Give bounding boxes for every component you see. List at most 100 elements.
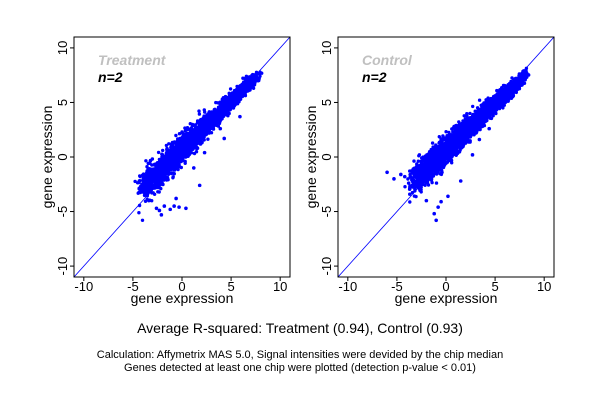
outlier-point <box>158 209 162 213</box>
data-point <box>441 134 444 137</box>
outlier-point <box>155 206 159 210</box>
data-point <box>171 141 174 144</box>
data-point <box>408 200 411 203</box>
data-point <box>137 191 140 194</box>
data-point <box>225 97 228 100</box>
data-point <box>189 122 192 125</box>
data-point <box>199 118 202 121</box>
data-point <box>501 106 504 109</box>
data-point <box>186 128 189 131</box>
data-point <box>155 174 158 177</box>
outlier-point <box>198 184 202 188</box>
data-point <box>247 85 250 88</box>
outlier-point <box>222 137 226 141</box>
data-point <box>144 185 147 188</box>
outlier-point <box>139 185 143 189</box>
data-point <box>173 159 176 162</box>
data-point <box>219 102 222 105</box>
data-point <box>196 147 199 150</box>
data-point <box>244 78 247 81</box>
data-point <box>190 151 193 154</box>
data-point <box>143 192 146 195</box>
data-point <box>147 188 150 191</box>
data-point <box>250 81 253 84</box>
data-point <box>206 138 209 141</box>
data-point <box>209 119 212 122</box>
data-point <box>412 159 415 162</box>
data-point <box>215 124 218 127</box>
data-point <box>417 154 420 157</box>
data-point <box>171 176 174 179</box>
outlier-point <box>177 205 181 209</box>
data-point <box>431 141 434 144</box>
data-point <box>166 166 169 169</box>
data-point <box>196 119 199 122</box>
data-point <box>159 159 162 162</box>
data-point <box>237 97 240 100</box>
data-point <box>255 77 258 80</box>
data-point <box>198 112 201 115</box>
data-point <box>200 124 203 127</box>
outlier-point <box>192 166 196 170</box>
data-point <box>162 168 165 171</box>
outlier-point <box>203 151 207 155</box>
data-point <box>214 101 217 104</box>
data-point <box>197 109 200 112</box>
data-point <box>403 185 406 188</box>
data-point <box>178 145 181 148</box>
data-point <box>175 149 178 152</box>
data-point <box>438 135 441 138</box>
data-point <box>468 112 471 115</box>
data-point <box>141 219 144 222</box>
outlier-point <box>174 141 178 145</box>
y-tick-label: 0 <box>55 153 70 160</box>
y-tick-label: 5 <box>55 99 70 106</box>
outlier-point <box>184 206 188 210</box>
data-point <box>167 162 170 165</box>
data-point <box>161 149 164 152</box>
data-point <box>193 146 196 149</box>
y-tick-label: -5 <box>55 206 70 218</box>
data-point <box>221 105 224 108</box>
data-point <box>145 165 148 168</box>
y-axis-label: gene expression <box>39 106 55 209</box>
outlier-point <box>168 208 172 212</box>
data-point <box>187 132 190 135</box>
data-point <box>159 187 162 190</box>
data-point <box>151 174 154 177</box>
data-point <box>151 157 154 160</box>
data-point <box>260 72 263 75</box>
data-point <box>190 126 193 129</box>
outlier-point <box>142 176 146 180</box>
data-point <box>188 139 191 142</box>
data-point <box>243 83 246 86</box>
data-point <box>155 179 158 182</box>
data-point <box>457 120 460 123</box>
outlier-point <box>174 197 178 201</box>
data-point <box>165 147 168 150</box>
data-point <box>197 127 200 130</box>
data-point <box>138 179 141 182</box>
data-point <box>158 190 161 193</box>
data-point <box>185 145 188 148</box>
data-point <box>235 85 238 88</box>
data-point <box>184 162 187 165</box>
data-point <box>490 117 493 120</box>
data-point <box>161 183 164 186</box>
data-point <box>158 164 161 167</box>
data-point <box>454 124 457 127</box>
x-tick-label: 10 <box>273 279 287 294</box>
data-point <box>435 181 438 184</box>
data-point <box>197 142 200 145</box>
data-point <box>180 130 183 133</box>
data-point <box>203 108 206 111</box>
scatter-points <box>133 71 263 223</box>
data-point <box>186 155 189 158</box>
data-point <box>162 159 165 162</box>
data-point <box>471 105 474 108</box>
data-point <box>450 127 453 130</box>
data-point <box>174 134 177 137</box>
data-point <box>137 211 140 214</box>
data-point <box>417 160 420 163</box>
